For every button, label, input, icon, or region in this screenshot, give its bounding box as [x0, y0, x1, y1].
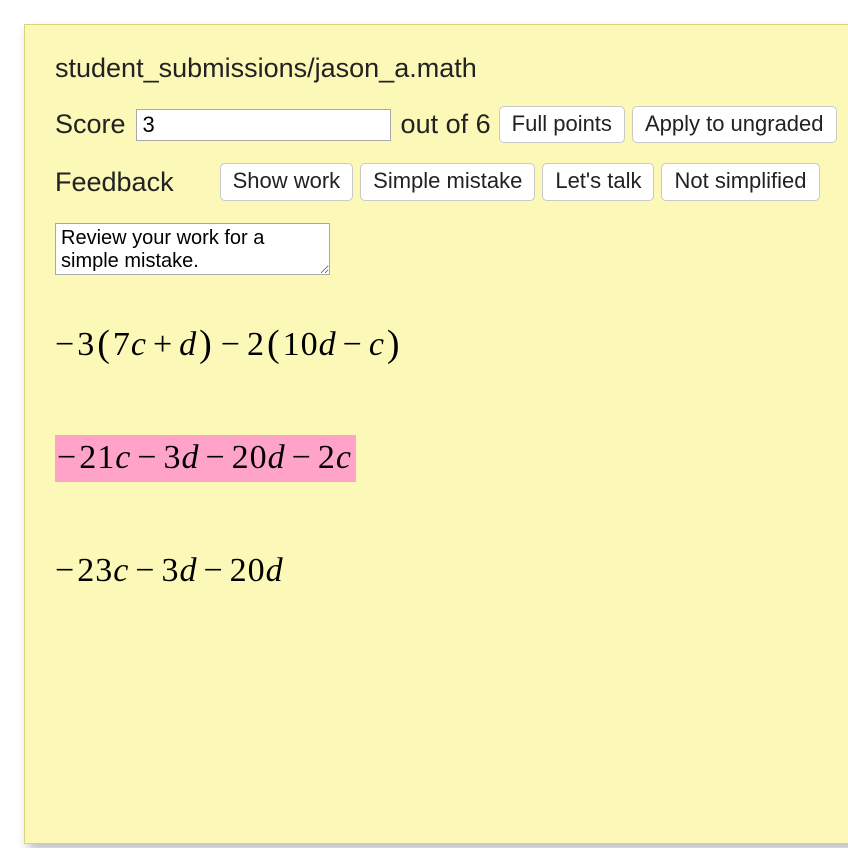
feedback-textarea[interactable]	[55, 223, 330, 275]
grading-panel: student_submissions/jason_a.math Score o…	[24, 24, 848, 844]
feedback-label: Feedback	[55, 167, 174, 198]
simple-mistake-button[interactable]: Simple mistake	[360, 163, 535, 200]
math-line-3: −23c−3d−20d	[55, 550, 839, 593]
apply-ungraded-button[interactable]: Apply to ungraded	[632, 106, 837, 143]
not-simplified-button[interactable]: Not simplified	[661, 163, 819, 200]
outof-text: out of 6	[401, 109, 491, 140]
full-points-button[interactable]: Full points	[499, 106, 625, 143]
math-line-1: −3(7c+d)−2(10d−c)	[55, 320, 839, 368]
lets-talk-button[interactable]: Let's talk	[542, 163, 654, 200]
feedback-row: Feedback Show work Simple mistake Let's …	[55, 163, 839, 200]
math-line-2: −21c−3d−20d−2c	[55, 435, 839, 482]
score-input[interactable]	[136, 109, 391, 141]
show-work-button[interactable]: Show work	[220, 163, 354, 200]
submission-title: student_submissions/jason_a.math	[55, 53, 839, 84]
score-row: Score out of 6 Full points Apply to ungr…	[55, 106, 839, 143]
score-label: Score	[55, 109, 126, 140]
math-highlight: −21c−3d−20d−2c	[55, 435, 356, 482]
